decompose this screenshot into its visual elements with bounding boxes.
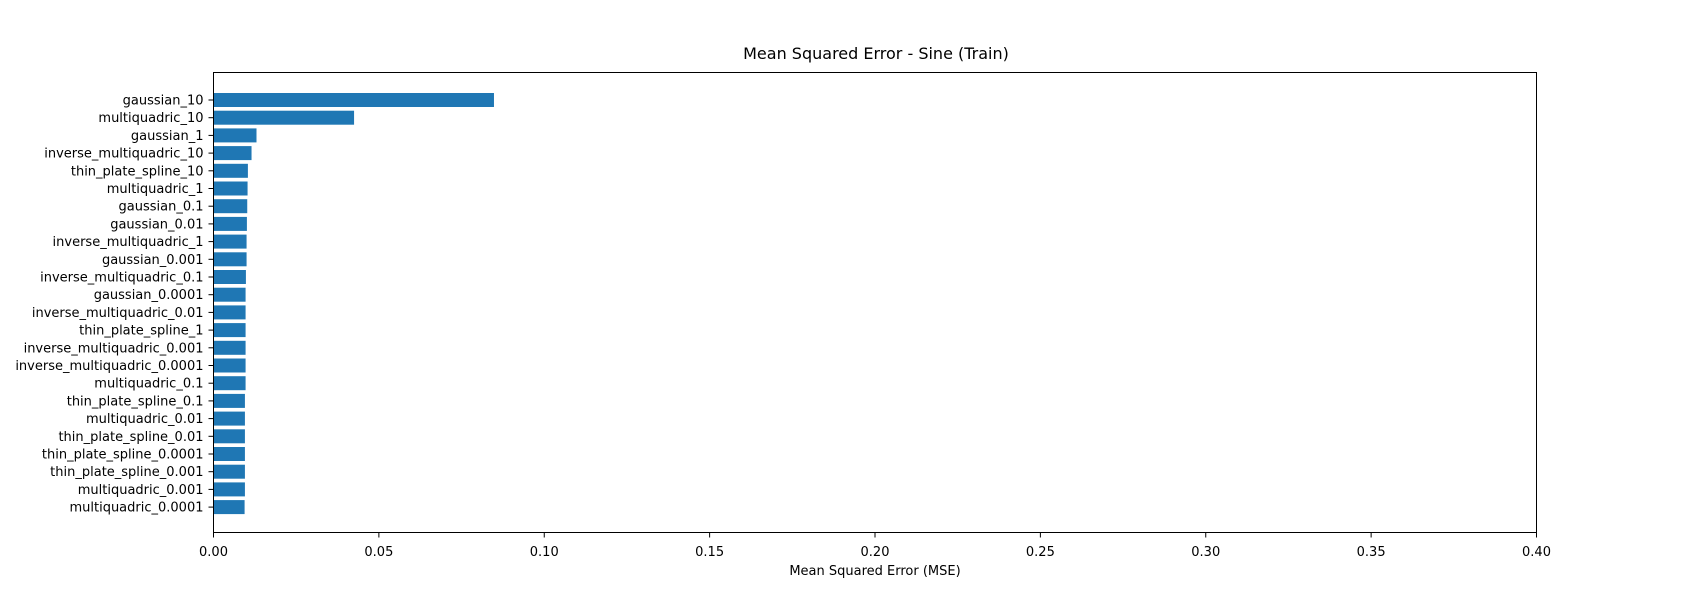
plot-frame [213, 72, 1537, 533]
y-tick-label: thin_plate_spline_0.0001 [42, 448, 204, 463]
bars-group [213, 93, 494, 515]
x-tick-label: 0.40 [1522, 545, 1551, 560]
bar-thin_plate_spline_0.001 [213, 464, 245, 479]
bar-gaussian_0.001 [213, 252, 247, 267]
bar-thin_plate_spline_10 [213, 163, 248, 178]
y-tick-label: gaussian_0.01 [110, 217, 203, 232]
y-tick-label: thin_plate_spline_10 [71, 164, 204, 179]
x-tick-label: 0.30 [1191, 545, 1220, 560]
bar-gaussian_10 [213, 93, 494, 107]
y-tick-label: inverse_multiquadric_10 [44, 147, 203, 162]
bar-multiquadric_1 [213, 181, 248, 196]
chart-title: Mean Squared Error - Sine (Train) [743, 44, 1009, 63]
bar-inverse_multiquadric_1 [213, 234, 247, 249]
y-tick-labels: gaussian_10 multiquadric_10 gaussian_1inve… [15, 94, 214, 516]
y-tick-label: multiquadric_1 [107, 182, 204, 197]
y-tick-label: multiquadric_0.0001 [69, 501, 203, 516]
y-tick-label: multiquadric_0.01 [86, 412, 203, 427]
y-tick-label: gaussian_0.1 [119, 200, 204, 215]
bar-thin_plate_spline_0.1 [213, 393, 245, 408]
y-tick-label: inverse_multiquadric_0.01 [32, 306, 204, 321]
y-tick-label: thin_plate_spline_1 [79, 324, 203, 339]
bar-inverse_multiquadric_0.0001 [213, 358, 246, 373]
y-tick-label: gaussian_0.0001 [94, 288, 204, 303]
bar-multiquadric_0.01 [213, 411, 245, 426]
y-tick-label: thin_plate_spline_0.1 [67, 394, 204, 409]
y-tick-label: gaussian_10 [123, 94, 204, 109]
x-axis-label: Mean Squared Error (MSE) [789, 564, 960, 579]
x-tick-label: 0.05 [364, 545, 393, 560]
y-tick-label: inverse_multiquadric_0.0001 [15, 359, 203, 374]
bar-inverse_multiquadric_0.1 [213, 270, 246, 284]
y-tick-label: inverse_multiquadric_0.001 [24, 341, 204, 356]
y-tick-label: multiquadric_0.001 [78, 483, 204, 498]
x-tick-label: 0.10 [530, 545, 559, 560]
y-tick-label: gaussian_1 [131, 129, 204, 144]
bar-inverse_multiquadric_0.01 [213, 305, 246, 320]
x-tick-label: 0.20 [861, 545, 890, 560]
x-ticks: 0.00 0.05 0.10 0.15 0.20 0.25 0.30 0.35 0.40 [199, 532, 1551, 560]
bar-gaussian_1 [213, 128, 257, 143]
bar-thin_plate_spline_1 [213, 323, 246, 338]
y-tick-label: thin_plate_spline_0.001 [50, 465, 203, 480]
bar-gaussian_0.1 [213, 199, 248, 214]
y-tick-label: multiquadric_10 [98, 111, 203, 126]
bar-multiquadric_0.1 [213, 376, 246, 391]
x-tick-label: 0.00 [199, 545, 228, 560]
bar-thin_plate_spline_0.01 [213, 429, 245, 444]
bar-thin_plate_spline_0.0001 [213, 447, 245, 461]
x-tick-label: 0.15 [695, 545, 724, 560]
bar-multiquadric_0.001 [213, 482, 245, 497]
bar-gaussian_0.01 [213, 216, 247, 231]
x-tick-label: 0.35 [1357, 545, 1386, 560]
bar-inverse_multiquadric_0.001 [213, 340, 246, 355]
bar-multiquadric_10 [213, 110, 355, 125]
y-tick-label: inverse_multiquadric_0.1 [40, 271, 203, 286]
y-tick-label: thin_plate_spline_0.01 [58, 430, 203, 445]
y-tick-label: gaussian_0.001 [102, 253, 204, 268]
bar-multiquadric_0.0001 [213, 500, 245, 515]
x-tick-label: 0.25 [1026, 545, 1055, 560]
y-tick-label: multiquadric_0.1 [94, 377, 203, 392]
y-tick-label: inverse_multiquadric_1 [53, 235, 204, 250]
bar-gaussian_0.0001 [213, 287, 246, 302]
bar-inverse_multiquadric_10 [213, 146, 252, 161]
